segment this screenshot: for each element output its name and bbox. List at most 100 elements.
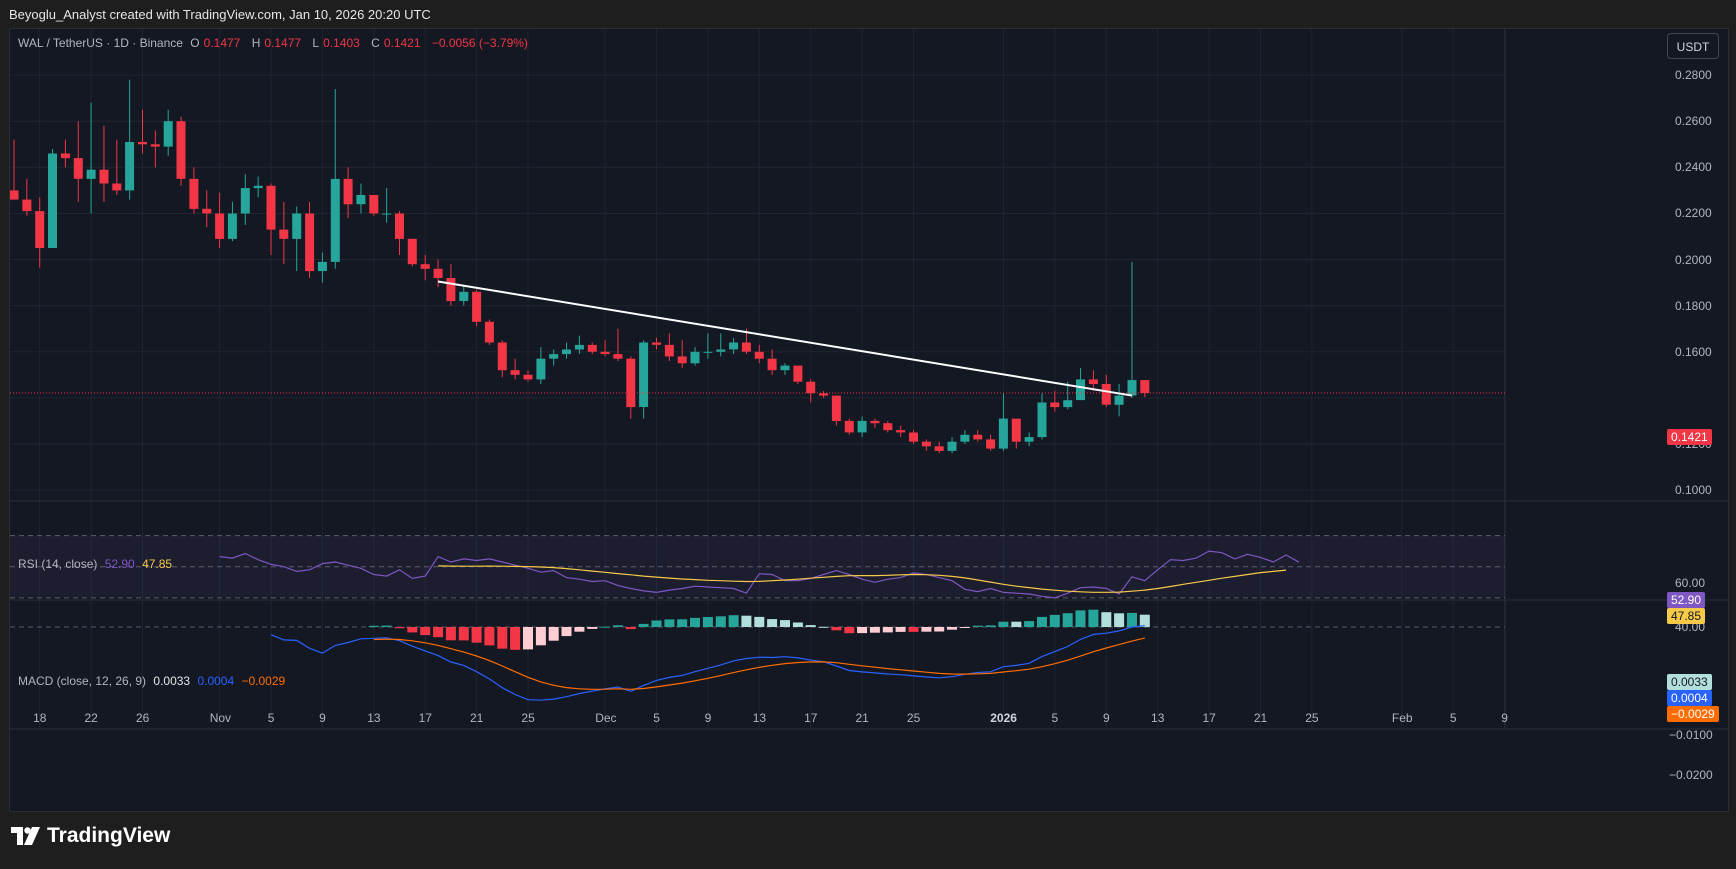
macd-histogram-bar xyxy=(471,627,482,643)
candle xyxy=(562,342,571,359)
low-label: L xyxy=(312,36,320,50)
candle xyxy=(407,238,417,267)
tradingview-logo-icon xyxy=(11,827,40,845)
last-price-tag: 0.1421 xyxy=(1667,429,1712,445)
symbol-name[interactable]: WAL / TetherUS · 1D · Binance xyxy=(18,36,183,50)
macd-histogram-bar xyxy=(664,619,675,627)
candle xyxy=(227,201,237,242)
macd-histogram-bar xyxy=(882,627,893,633)
candle-body xyxy=(562,349,571,355)
candle-body xyxy=(664,344,674,357)
macd-histogram-bar xyxy=(818,626,829,628)
candle-body xyxy=(407,238,417,265)
candle xyxy=(793,365,803,385)
rsi-line xyxy=(219,550,1300,599)
candle-body xyxy=(1011,418,1021,442)
macd-tick-minus-0200: −0.0200 xyxy=(1669,768,1713,782)
macd-histogram-bar xyxy=(895,627,906,632)
close-value: 0.1421 xyxy=(383,36,421,50)
candle xyxy=(1024,432,1034,447)
candle-body xyxy=(754,351,764,359)
candle-body xyxy=(253,185,263,189)
candle xyxy=(356,183,366,214)
macd-histogram-bar xyxy=(433,627,444,638)
macd-histogram-bar xyxy=(934,627,945,632)
macd-indicator-name[interactable]: MACD (close, 12, 26, 9) xyxy=(18,674,147,688)
candle xyxy=(574,335,584,355)
candle xyxy=(883,420,893,433)
time-tick-label: 5 xyxy=(653,711,660,725)
time-tick-label: 18 xyxy=(33,711,47,725)
macd-tick-minus-0100: −0.0100 xyxy=(1669,728,1713,742)
candle xyxy=(639,340,649,419)
candle xyxy=(472,289,482,327)
price-tick-label: 0.2600 xyxy=(1675,114,1712,129)
chart-canvas[interactable] xyxy=(10,29,1728,811)
macd-histogram-bar xyxy=(857,627,868,634)
macd-histogram-bar xyxy=(690,617,700,627)
candle xyxy=(1011,418,1021,449)
close-label: C xyxy=(371,36,380,50)
macd-histogram-bar xyxy=(715,616,726,627)
candle-body xyxy=(163,121,173,147)
candle-body xyxy=(729,342,739,350)
candle xyxy=(150,130,160,168)
macd-histogram-bar xyxy=(394,627,405,629)
candle-body xyxy=(1076,379,1085,401)
candle xyxy=(433,259,443,288)
candle xyxy=(60,139,70,168)
rsi-indicator-name[interactable]: RSI (14, close) xyxy=(18,557,98,571)
time-tick-label: 9 xyxy=(319,711,326,725)
macd-histogram-bar xyxy=(458,627,469,641)
candle xyxy=(1114,384,1124,417)
candle xyxy=(112,139,122,196)
candle xyxy=(48,148,57,249)
candle xyxy=(10,139,19,200)
candle-body xyxy=(150,144,160,147)
candle-body xyxy=(1037,402,1047,438)
candle-body xyxy=(831,395,841,421)
candle-body xyxy=(844,420,854,433)
candle-body xyxy=(703,351,713,353)
macd-histogram-bar xyxy=(497,627,508,649)
rsi-legend[interactable]: RSI (14, close) 52.90 47.85 xyxy=(18,557,176,571)
candle xyxy=(1050,390,1060,412)
candle-body xyxy=(1063,400,1073,408)
time-tick-label: 21 xyxy=(855,711,869,725)
candle-body xyxy=(716,349,726,352)
macd-histogram-bar xyxy=(1049,614,1060,627)
candle-body xyxy=(279,229,289,239)
macd-histogram-bar xyxy=(574,627,585,632)
candle-body xyxy=(369,195,379,214)
time-tick-label: Dec xyxy=(595,711,617,725)
trendline xyxy=(437,280,1133,397)
candle xyxy=(536,347,546,385)
candle-body xyxy=(1024,437,1034,442)
candle-body xyxy=(1101,384,1111,405)
macd-histogram-bar xyxy=(754,616,765,627)
time-tick-label: 9 xyxy=(704,711,712,725)
macd-histogram-bar xyxy=(420,627,431,636)
candle-body xyxy=(639,342,649,407)
candle-body xyxy=(330,178,340,262)
tradingview-logo[interactable]: TradingView xyxy=(11,824,170,848)
snapshot-header: Beyoglu_Analyst created with TradingView… xyxy=(0,0,1736,28)
candle xyxy=(253,176,263,198)
candle xyxy=(626,356,636,419)
macd-histogram-bar xyxy=(831,627,842,631)
macd-legend[interactable]: MACD (close, 12, 26, 9) 0.0033 0.0004 −0… xyxy=(18,674,289,688)
candle xyxy=(266,183,276,255)
candle-body xyxy=(189,178,199,209)
candle-body xyxy=(240,188,250,214)
candle-body xyxy=(677,356,687,364)
macd-hist-value: 0.0033 xyxy=(153,674,191,688)
macd-histogram-bar xyxy=(1075,610,1086,627)
candle xyxy=(652,337,661,350)
candle-body xyxy=(266,185,276,230)
high-value: 0.1477 xyxy=(264,36,302,50)
candle xyxy=(947,437,957,454)
macd-histogram-bar xyxy=(985,625,996,627)
currency-button[interactable]: USDT xyxy=(1667,33,1719,59)
